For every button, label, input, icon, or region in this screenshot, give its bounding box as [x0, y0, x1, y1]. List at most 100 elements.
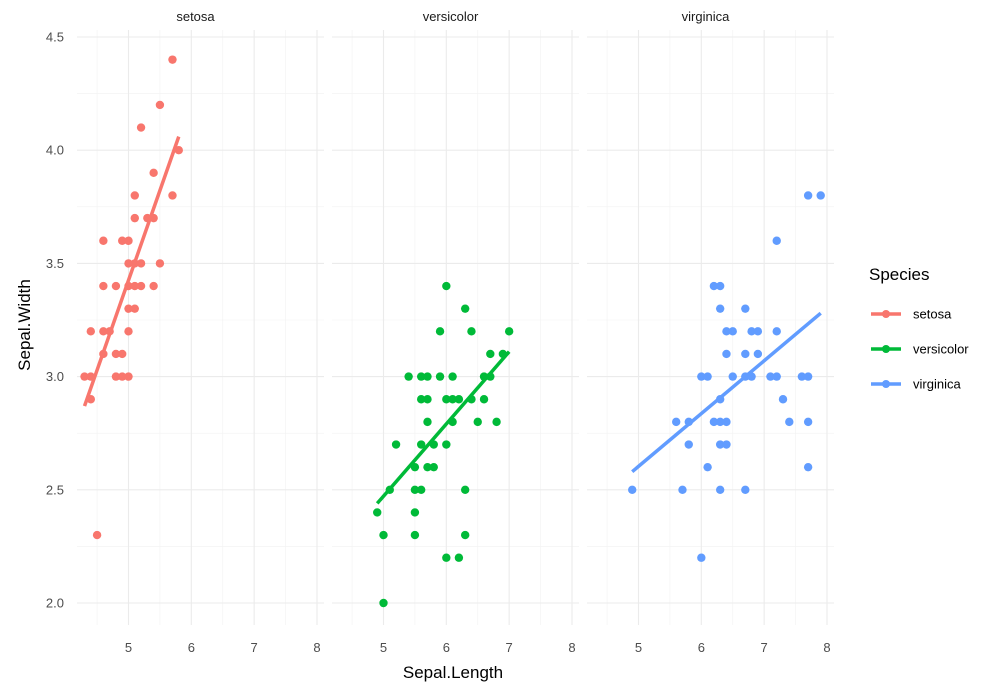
data-point — [99, 236, 108, 245]
data-point — [429, 462, 438, 472]
regression-line — [631, 311, 822, 474]
data-point — [778, 395, 788, 404]
data-point — [423, 372, 432, 381]
data-point — [460, 304, 470, 313]
data-point — [442, 395, 451, 404]
facet-strip-label: virginica — [682, 9, 730, 24]
x-tick-label: 6 — [698, 640, 705, 655]
data-point — [454, 553, 464, 562]
data-point — [722, 440, 731, 449]
data-point — [803, 372, 813, 381]
facet-strip-label: setosa — [176, 9, 215, 24]
data-point — [697, 372, 706, 381]
data-point — [410, 530, 420, 540]
data-point — [136, 123, 146, 132]
x-tick-label: 8 — [568, 640, 575, 655]
data-point — [410, 508, 420, 517]
data-point — [492, 417, 501, 427]
facet-strip-label: versicolor — [423, 9, 479, 24]
legend-item-setosa: setosa — [871, 307, 952, 322]
data-point — [504, 327, 514, 336]
data-point — [155, 259, 165, 268]
x-tick-label: 7 — [506, 640, 513, 655]
data-point — [785, 417, 794, 427]
x-tick-label: 6 — [188, 640, 195, 655]
y-tick-label: 2.0 — [46, 596, 64, 611]
data-point — [124, 327, 133, 336]
data-point — [149, 281, 158, 291]
data-point — [486, 349, 495, 359]
data-point — [715, 417, 725, 427]
data-point — [168, 191, 177, 200]
data-point — [423, 462, 432, 472]
data-point — [460, 530, 470, 540]
legend: Species setosa versicolor virginica — [869, 265, 969, 392]
data-point — [678, 485, 687, 494]
data-point — [99, 327, 108, 336]
data-point — [130, 304, 139, 313]
data-point — [816, 191, 825, 200]
panels: setosa 5 6 7 8 versicolor 5 6 7 8 virginica 5 6 7 8 2.0… — [46, 9, 834, 655]
legend-label: virginica — [913, 377, 961, 392]
data-point — [124, 236, 133, 245]
y-tick-label: 3.0 — [46, 369, 64, 384]
data-point — [130, 281, 139, 291]
legend-label: setosa — [913, 307, 952, 322]
data-point — [124, 259, 133, 268]
y-tick-label: 3.5 — [46, 256, 64, 271]
x-tick-label: 5 — [380, 640, 387, 655]
data-point — [454, 395, 464, 404]
data-point — [130, 191, 139, 200]
data-point — [703, 372, 712, 381]
data-point — [442, 440, 451, 449]
data-point — [797, 372, 807, 381]
data-point — [747, 327, 756, 336]
x-tick-label: 8 — [823, 640, 830, 655]
data-point — [118, 236, 127, 245]
data-point — [709, 417, 719, 427]
data-point — [753, 327, 763, 336]
data-point — [136, 259, 146, 268]
data-point — [435, 372, 445, 381]
data-point — [149, 168, 158, 178]
x-tick-label: 7 — [251, 640, 258, 655]
data-point — [442, 281, 451, 291]
data-point — [479, 395, 489, 404]
data-point — [803, 191, 813, 200]
data-point — [473, 417, 482, 427]
data-point — [467, 327, 476, 336]
data-point — [753, 349, 763, 359]
data-point — [741, 304, 750, 313]
data-point — [628, 485, 637, 494]
legend-title: Species — [869, 265, 929, 284]
legend-item-virginica: virginica — [871, 377, 961, 392]
data-point — [416, 372, 426, 381]
facet-panel-versicolor: versicolor 5 6 7 8 — [332, 9, 579, 655]
data-point — [404, 372, 413, 381]
data-point — [416, 485, 426, 494]
data-point — [741, 485, 750, 494]
data-point — [803, 462, 813, 472]
data-point — [709, 281, 719, 291]
data-point — [118, 372, 127, 381]
legend-key-point — [882, 380, 890, 388]
data-point — [168, 55, 177, 64]
legend-label: versicolor — [913, 342, 969, 357]
data-point — [703, 462, 712, 472]
x-tick-label: 6 — [443, 640, 450, 655]
regression-line — [375, 350, 511, 505]
data-point — [803, 417, 813, 427]
data-point — [136, 281, 146, 291]
data-point — [174, 146, 183, 155]
legend-item-versicolor: versicolor — [871, 342, 969, 357]
data-point — [111, 281, 121, 291]
data-point — [155, 100, 165, 110]
data-point — [373, 508, 382, 517]
data-point — [448, 395, 457, 404]
data-point — [728, 372, 737, 381]
data-point — [416, 440, 426, 449]
data-point — [118, 349, 127, 359]
data-point — [99, 281, 108, 291]
facet-panel-virginica: virginica 5 6 7 8 — [587, 9, 834, 655]
